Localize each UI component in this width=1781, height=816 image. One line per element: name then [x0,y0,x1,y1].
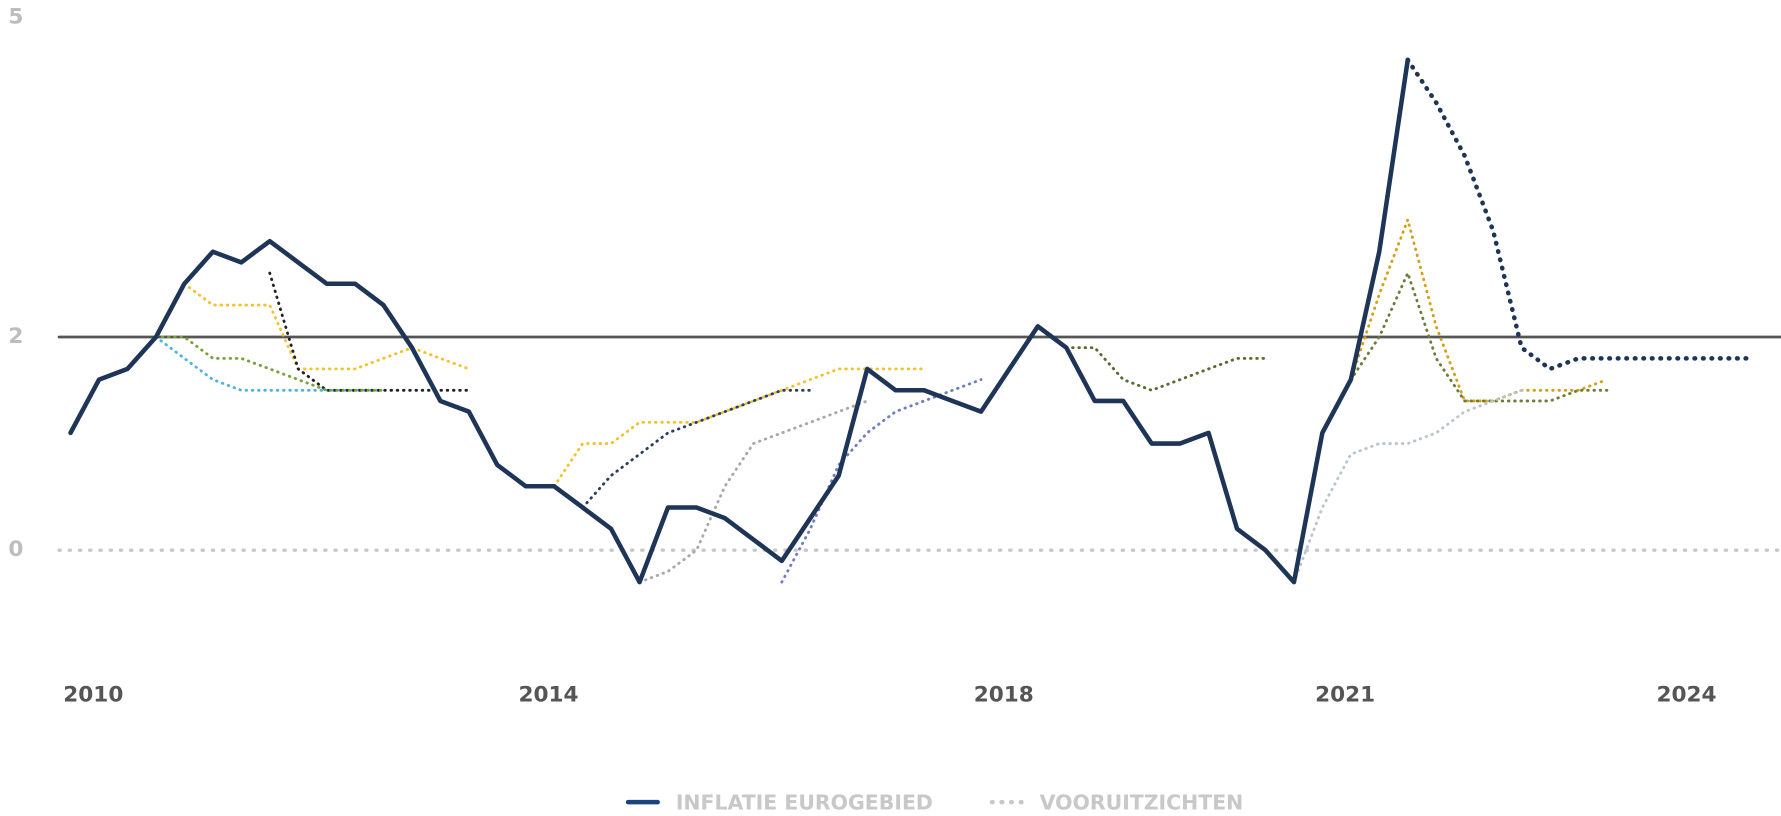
series-line [68,57,1411,585]
series-line [182,282,471,371]
x-tick-label: 2010 [63,682,123,707]
y-tick-label: 5 [8,4,23,29]
series-line [638,399,869,584]
series-line [1349,218,1609,403]
series-line [581,388,812,509]
x-tick-label: 2018 [974,682,1034,707]
y-tick-label: 2 [8,324,23,349]
y-tick-label: 0 [8,537,23,562]
series-line [552,367,926,488]
x-tick-label: 2021 [1315,682,1375,707]
series-line [154,335,385,392]
series-line [1405,57,1752,372]
series-line [1064,346,1267,392]
series-line [268,271,471,392]
series-line [780,378,983,584]
series-line [1349,271,1609,403]
series-line [1292,388,1523,584]
legend-label: VOORUITZICHTEN [1040,790,1244,814]
legend-label: INFLATIE EUROGEBIED [676,790,933,814]
x-tick-label: 2014 [518,682,578,707]
x-tick-label: 2024 [1657,682,1717,707]
